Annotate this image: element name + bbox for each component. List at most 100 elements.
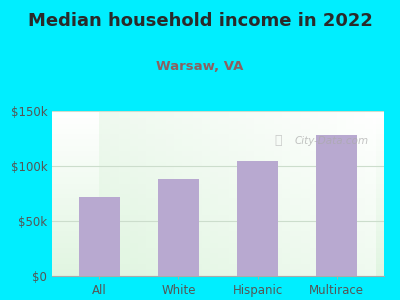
Bar — [263, 111, 266, 276]
Bar — [199, 111, 202, 276]
Bar — [185, 111, 188, 276]
Bar — [249, 111, 252, 276]
Bar — [119, 111, 122, 276]
Bar — [52, 122, 384, 124]
Bar — [243, 111, 246, 276]
Bar — [274, 111, 276, 276]
Bar — [52, 129, 384, 131]
Bar — [177, 111, 180, 276]
Bar — [52, 241, 384, 243]
Bar — [52, 230, 384, 232]
Bar — [52, 124, 384, 126]
Bar — [52, 203, 384, 205]
Bar — [113, 111, 116, 276]
Bar — [102, 111, 105, 276]
Bar — [52, 131, 384, 132]
Bar — [351, 111, 354, 276]
Bar — [52, 147, 384, 149]
Bar — [315, 111, 318, 276]
Bar — [271, 111, 274, 276]
Bar — [52, 261, 384, 263]
Bar — [52, 121, 384, 122]
Bar — [52, 157, 384, 159]
Bar — [194, 111, 196, 276]
Bar — [52, 195, 384, 197]
Bar — [52, 232, 384, 233]
Bar — [246, 111, 249, 276]
Bar — [52, 185, 384, 187]
Bar — [370, 111, 373, 276]
Bar — [218, 111, 221, 276]
Bar — [52, 155, 384, 157]
Bar — [362, 111, 365, 276]
Bar — [221, 111, 224, 276]
Bar — [52, 194, 384, 195]
Bar — [52, 200, 384, 202]
Bar — [166, 111, 168, 276]
Bar — [116, 111, 119, 276]
Bar — [266, 111, 268, 276]
Bar — [52, 215, 384, 217]
Bar — [52, 134, 384, 136]
Bar — [285, 111, 288, 276]
Bar — [52, 114, 384, 116]
Bar — [196, 111, 199, 276]
Bar — [52, 235, 384, 236]
Bar — [52, 256, 384, 258]
Bar — [52, 197, 384, 199]
Bar — [216, 111, 218, 276]
Bar — [52, 248, 384, 250]
Bar — [52, 128, 384, 129]
Bar — [52, 253, 384, 254]
Bar — [240, 111, 243, 276]
Bar — [52, 141, 384, 142]
Bar — [52, 260, 384, 261]
Bar — [348, 111, 351, 276]
Bar — [354, 111, 357, 276]
Bar — [152, 111, 155, 276]
Bar — [301, 111, 304, 276]
Bar — [290, 111, 293, 276]
Bar — [210, 111, 213, 276]
Bar — [52, 210, 384, 212]
Bar — [310, 111, 312, 276]
Bar — [52, 154, 384, 155]
Bar — [52, 233, 384, 235]
Text: City-Data.com: City-Data.com — [294, 136, 368, 146]
Bar — [326, 111, 329, 276]
Bar — [52, 159, 384, 160]
Bar — [124, 111, 127, 276]
Bar — [133, 111, 135, 276]
Bar — [52, 218, 384, 220]
Bar — [163, 111, 166, 276]
Bar — [52, 245, 384, 246]
Bar — [146, 111, 149, 276]
Bar — [52, 246, 384, 248]
Bar — [52, 250, 384, 251]
Bar — [52, 137, 384, 139]
Bar — [304, 111, 307, 276]
Bar — [316, 135, 357, 276]
Bar — [52, 118, 384, 119]
Bar — [144, 111, 146, 276]
Bar — [138, 111, 141, 276]
Bar — [52, 263, 384, 265]
Bar — [260, 111, 263, 276]
Bar — [373, 111, 376, 276]
Bar — [52, 169, 384, 170]
Bar — [52, 238, 384, 240]
Bar — [52, 223, 384, 225]
Bar — [135, 111, 138, 276]
Bar — [332, 111, 334, 276]
Bar — [100, 111, 102, 276]
Bar — [282, 111, 285, 276]
Bar — [180, 111, 182, 276]
Bar — [52, 190, 384, 192]
Bar — [168, 111, 171, 276]
Bar — [52, 258, 384, 260]
Bar — [155, 111, 158, 276]
Bar — [52, 188, 384, 190]
Bar — [52, 139, 384, 141]
Bar — [235, 111, 238, 276]
Bar — [52, 116, 384, 118]
